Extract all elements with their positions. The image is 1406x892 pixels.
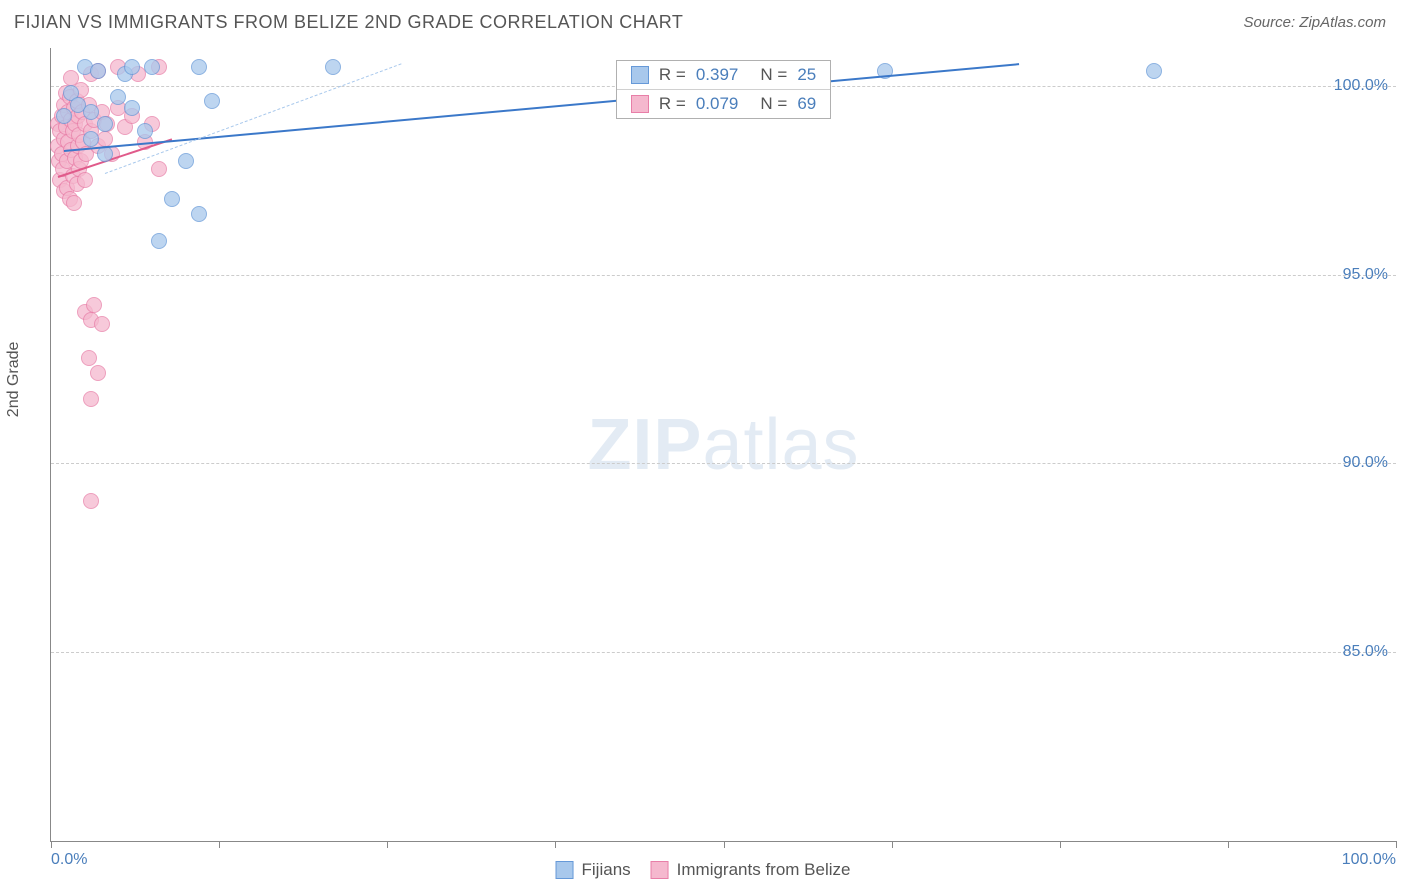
- data-point-fijians: [90, 63, 106, 79]
- stat-r-value: 0.079: [696, 94, 739, 114]
- legend-item-fijians: Fijians: [556, 860, 631, 880]
- legend-label-fijians: Fijians: [582, 860, 631, 880]
- swatch-belize-stats: [631, 95, 649, 113]
- data-point-belize: [83, 391, 99, 407]
- watermark: ZIPatlas: [587, 404, 859, 486]
- chart-area: ZIPatlas 85.0%90.0%95.0%100.0%0.0%100.0%…: [50, 48, 1396, 842]
- swatch-fijians: [556, 861, 574, 879]
- stat-n-value: 69: [797, 94, 816, 114]
- data-point-belize: [66, 195, 82, 211]
- data-point-fijians: [204, 93, 220, 109]
- data-point-fijians: [56, 108, 72, 124]
- x-tick: [555, 841, 556, 848]
- x-tick: [387, 841, 388, 848]
- data-point-belize: [83, 493, 99, 509]
- data-point-fijians: [83, 131, 99, 147]
- data-point-fijians: [1146, 63, 1162, 79]
- legend-bottom: Fijians Immigrants from Belize: [556, 860, 851, 880]
- data-point-fijians: [164, 191, 180, 207]
- stat-n-value: 25: [797, 65, 816, 85]
- legend-stats-box: R = 0.397 N = 25 R = 0.079 N = 69: [616, 60, 831, 119]
- data-point-belize: [90, 365, 106, 381]
- data-point-belize: [77, 172, 93, 188]
- data-point-fijians: [137, 123, 153, 139]
- chart-title: FIJIAN VS IMMIGRANTS FROM BELIZE 2ND GRA…: [14, 12, 683, 33]
- legend-label-belize: Immigrants from Belize: [677, 860, 851, 880]
- legend-stats-row-belize: R = 0.079 N = 69: [617, 89, 830, 118]
- data-point-fijians: [191, 206, 207, 222]
- data-point-fijians: [325, 59, 341, 75]
- y-tick-label: 90.0%: [1343, 454, 1388, 472]
- data-point-fijians: [124, 100, 140, 116]
- legend-stats-row-fijians: R = 0.397 N = 25: [617, 61, 830, 89]
- data-point-belize: [86, 297, 102, 313]
- data-point-fijians: [151, 233, 167, 249]
- x-tick: [219, 841, 220, 848]
- data-point-belize: [151, 161, 167, 177]
- gridline-h: [51, 275, 1396, 276]
- swatch-belize: [651, 861, 669, 879]
- x-tick-label: 100.0%: [1342, 851, 1396, 869]
- data-point-belize: [94, 316, 110, 332]
- y-axis-label: 2nd Grade: [5, 342, 23, 418]
- data-point-fijians: [110, 89, 126, 105]
- x-tick: [1228, 841, 1229, 848]
- data-point-fijians: [124, 59, 140, 75]
- source-attribution: Source: ZipAtlas.com: [1243, 14, 1386, 31]
- data-point-fijians: [83, 104, 99, 120]
- data-point-fijians: [144, 59, 160, 75]
- stat-r-label: R =: [659, 65, 686, 85]
- stat-r-value: 0.397: [696, 65, 739, 85]
- stat-n-label: N =: [760, 65, 787, 85]
- gridline-h: [51, 652, 1396, 653]
- x-tick: [724, 841, 725, 848]
- legend-item-belize: Immigrants from Belize: [651, 860, 851, 880]
- data-point-belize: [81, 350, 97, 366]
- stat-n-label: N =: [760, 94, 787, 114]
- y-tick-label: 95.0%: [1343, 266, 1388, 284]
- x-tick: [1060, 841, 1061, 848]
- gridline-h: [51, 463, 1396, 464]
- y-tick-label: 100.0%: [1334, 77, 1388, 95]
- stat-r-label: R =: [659, 94, 686, 114]
- x-tick-label: 0.0%: [51, 851, 87, 869]
- swatch-fijians-stats: [631, 66, 649, 84]
- data-point-fijians: [178, 153, 194, 169]
- x-tick: [1396, 841, 1397, 848]
- data-point-fijians: [97, 116, 113, 132]
- plot-region: ZIPatlas 85.0%90.0%95.0%100.0%0.0%100.0%…: [50, 48, 1396, 842]
- x-tick: [51, 841, 52, 848]
- x-tick: [892, 841, 893, 848]
- data-point-fijians: [191, 59, 207, 75]
- y-tick-label: 85.0%: [1343, 643, 1388, 661]
